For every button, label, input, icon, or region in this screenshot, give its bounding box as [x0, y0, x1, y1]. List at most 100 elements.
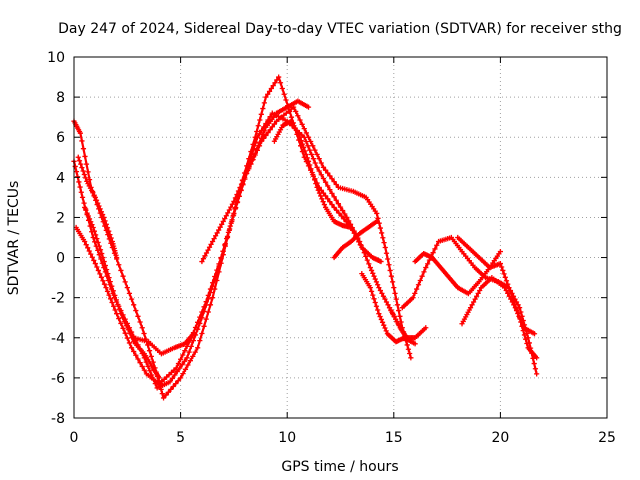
data-point-marker — [318, 193, 324, 199]
y-tick-label: -2 — [51, 291, 65, 307]
data-point-marker — [219, 221, 225, 227]
data-point-marker — [209, 295, 216, 301]
data-point-marker — [85, 245, 91, 251]
data-point-marker — [303, 138, 309, 145]
data-point-marker — [101, 214, 107, 221]
data-point-marker — [348, 224, 354, 231]
data-point-marker — [279, 85, 285, 92]
data-point-marker — [308, 138, 314, 145]
data-point-marker — [72, 163, 78, 170]
data-point-marker — [248, 160, 254, 167]
data-point-marker — [254, 146, 260, 153]
data-point-marker — [84, 210, 90, 216]
y-tick-label: -6 — [51, 371, 65, 387]
data-point-marker — [515, 310, 521, 317]
data-point-marker — [223, 236, 230, 242]
data-point-marker — [89, 254, 95, 260]
data-point-marker — [387, 267, 393, 274]
data-point-marker — [103, 221, 109, 227]
data-point-marker — [318, 160, 324, 166]
data-point-marker — [368, 267, 375, 274]
data-point-marker — [229, 217, 235, 223]
data-point-marker — [375, 215, 381, 221]
data-point-marker — [432, 246, 438, 252]
data-point-marker — [385, 256, 391, 262]
data-point-marker — [513, 307, 520, 314]
plot-frame — [73, 56, 608, 419]
data-point-marker — [135, 313, 141, 319]
data-point-marker — [531, 360, 537, 367]
data-point-marker — [80, 146, 87, 152]
data-point-marker — [107, 232, 113, 238]
data-point-marker — [389, 279, 396, 285]
data-point-marker — [251, 146, 257, 152]
data-point-marker — [367, 264, 373, 271]
data-point-marker — [197, 338, 203, 344]
data-point-marker — [293, 108, 299, 115]
data-point-marker — [303, 130, 309, 136]
data-point-marker — [297, 117, 303, 123]
chart-title: Day 247 of 2024, Sidereal Day-to-day VTE… — [58, 21, 622, 37]
data-point-marker — [336, 210, 342, 216]
data-point-marker — [77, 184, 83, 190]
data-point-marker — [251, 154, 257, 160]
data-point-marker — [408, 355, 414, 361]
data-point-marker — [376, 285, 382, 291]
data-point-marker — [180, 352, 186, 358]
data-point-marker — [118, 320, 124, 327]
data-point-marker — [233, 205, 239, 211]
data-point-marker — [325, 183, 331, 189]
data-point-marker — [327, 187, 333, 193]
data-point-marker — [370, 292, 376, 298]
series-track-13 — [455, 234, 540, 361]
data-point-marker — [114, 254, 120, 261]
data-point-marker — [373, 303, 380, 309]
data-point-marker — [469, 302, 475, 308]
data-point-marker — [305, 134, 312, 140]
data-point-marker — [89, 222, 95, 228]
data-point-marker — [256, 131, 263, 137]
data-point-marker — [380, 293, 387, 299]
data-point-marker — [122, 279, 128, 285]
data-point-marker — [370, 270, 376, 276]
data-point-marker — [361, 250, 367, 256]
data-point-marker — [100, 211, 106, 218]
data-point-marker — [190, 338, 196, 344]
data-point-marker — [379, 290, 385, 296]
data-point-marker — [185, 362, 191, 368]
data-point-marker — [200, 256, 207, 262]
data-point-marker — [174, 368, 180, 375]
data-point-marker — [322, 179, 329, 185]
data-point-marker — [396, 307, 402, 314]
data-point-marker — [88, 251, 94, 257]
data-point-marker — [329, 176, 335, 182]
data-point-marker — [76, 158, 83, 164]
data-point-marker — [305, 143, 311, 149]
data-point-marker — [203, 316, 209, 322]
data-point-marker — [93, 197, 100, 203]
data-point-marker — [410, 295, 416, 301]
data-point-marker — [133, 307, 139, 314]
data-point-marker — [227, 223, 233, 229]
data-point-marker — [203, 299, 209, 305]
data-point-marker — [208, 241, 214, 247]
data-point-marker — [197, 314, 203, 320]
data-point-marker — [298, 138, 304, 144]
data-point-marker — [299, 141, 306, 147]
data-point-marker — [508, 296, 514, 302]
data-point-marker — [101, 258, 107, 265]
data-point-marker — [202, 253, 208, 259]
data-point-marker — [216, 261, 222, 267]
y-tick-label: -8 — [51, 411, 65, 427]
data-point-marker — [497, 260, 503, 267]
data-point-marker — [139, 325, 145, 331]
data-point-marker — [388, 273, 394, 279]
data-point-marker — [252, 140, 259, 146]
data-point-marker — [382, 325, 388, 331]
data-point-marker — [295, 113, 301, 119]
data-point-marker — [126, 340, 133, 346]
data-point-marker — [217, 224, 223, 230]
data-point-marker — [472, 296, 478, 302]
data-point-marker — [266, 88, 273, 94]
